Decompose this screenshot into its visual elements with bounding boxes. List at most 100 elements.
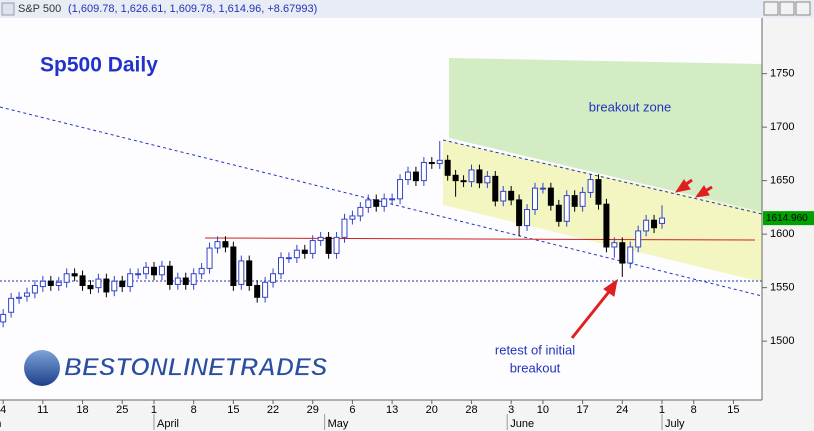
maximize-button[interactable] (779, 1, 795, 16)
annotation: breakout (510, 360, 561, 375)
candle-body (539, 187, 546, 190)
candle-body (563, 195, 570, 222)
candle-body (95, 278, 102, 289)
candle-body (595, 179, 602, 205)
x-tick-label: 28 (465, 404, 477, 416)
candle-body (174, 277, 181, 285)
candle-body (39, 280, 46, 288)
y-tick-label: 1600 (770, 228, 794, 240)
x-tick-label: 29 (307, 404, 319, 416)
candle-body (16, 296, 23, 299)
x-tick-label: 25 (116, 404, 128, 416)
candle-body (452, 174, 459, 182)
candle-body (651, 219, 658, 229)
candles (0, 141, 665, 328)
month-label: May (328, 418, 349, 430)
candle-body (119, 280, 126, 288)
candle-body (508, 190, 515, 201)
x-tick-label: 20 (426, 404, 438, 416)
candle-body (309, 240, 316, 254)
y-tick-label: 1700 (770, 121, 794, 133)
symbol: S&P 500 (18, 3, 61, 15)
close-button[interactable] (795, 1, 811, 16)
header-icon (1, 2, 15, 16)
trend-line (442, 139, 762, 215)
y-tick-label: 1650 (770, 175, 794, 187)
x-tick-label: 4 (0, 404, 6, 416)
x-tick-label: 3 (508, 404, 514, 416)
month-label: July (665, 418, 685, 430)
annotation: retest of initial (495, 342, 575, 357)
candle-body (579, 191, 586, 207)
header-bar (0, 0, 814, 18)
candle-body (555, 204, 562, 222)
candle-body (484, 175, 491, 184)
y-tick-label: 1500 (770, 335, 794, 347)
candle-body (468, 169, 475, 183)
arrows (570, 178, 713, 339)
breakout-line (204, 237, 756, 241)
x-tick-label: 1 (151, 404, 157, 416)
x-tick-label: 18 (76, 404, 88, 416)
candle-body (658, 217, 665, 224)
x-tick-label: 24 (616, 404, 628, 416)
candle-body (103, 278, 110, 293)
candle-body (301, 249, 308, 254)
trend-line (0, 106, 762, 297)
candle-body (404, 171, 411, 181)
candle-body (190, 273, 197, 285)
candle-body (166, 265, 173, 285)
candle-body (603, 203, 610, 248)
candle-body (365, 199, 372, 208)
candle-body (317, 236, 324, 242)
candle-body (627, 246, 634, 264)
breakout-zone (449, 58, 762, 212)
candle-body (127, 273, 134, 288)
candle-body (254, 285, 261, 298)
candle-body (143, 266, 150, 275)
candle-body (643, 219, 650, 232)
candle-body (571, 195, 578, 207)
candle-body (55, 281, 62, 287)
candle-body (87, 285, 94, 290)
last-price-box (763, 211, 814, 226)
candle-body (31, 285, 38, 294)
last-price-label: 1614.960 (766, 213, 808, 224)
candle-body (238, 260, 245, 285)
candle-body (23, 292, 30, 297)
quote: (1,609.78, 1,626.61, 1,609.78, 1,614.96,… (68, 3, 317, 15)
window-buttons[interactable] (763, 1, 811, 16)
y-tick-label: 1750 (770, 68, 794, 80)
candle-body (333, 236, 340, 254)
drawings (0, 58, 762, 297)
candle-body (158, 265, 165, 276)
candle-body (230, 246, 237, 287)
logo-globe (24, 350, 60, 386)
candle-body (619, 242, 626, 264)
candle-body (206, 247, 213, 269)
x-axis-area (0, 400, 762, 431)
candle-body (492, 175, 499, 202)
minimize-button[interactable] (763, 1, 779, 16)
watermark: BESTONLINETRADES (64, 354, 328, 382)
candle-body (611, 242, 618, 248)
x-tick-label: 15 (727, 404, 739, 416)
candle-body (341, 218, 348, 238)
candle-body (8, 297, 15, 313)
month-label: April (157, 418, 179, 430)
candle-body (198, 267, 205, 275)
candle-body (476, 169, 483, 184)
candle-body (349, 215, 356, 220)
chart-title: Sp500 Daily (40, 54, 158, 77)
x-tick-label: 8 (691, 404, 697, 416)
candle-body (500, 190, 507, 202)
candle-body (357, 206, 364, 217)
candle-body (285, 257, 292, 260)
candle-body (63, 273, 70, 283)
month-label: March (0, 418, 1, 430)
candle-body (150, 266, 157, 276)
candle-body (397, 179, 404, 200)
annotation: breakout zone (589, 99, 671, 114)
candle-body (111, 280, 118, 292)
